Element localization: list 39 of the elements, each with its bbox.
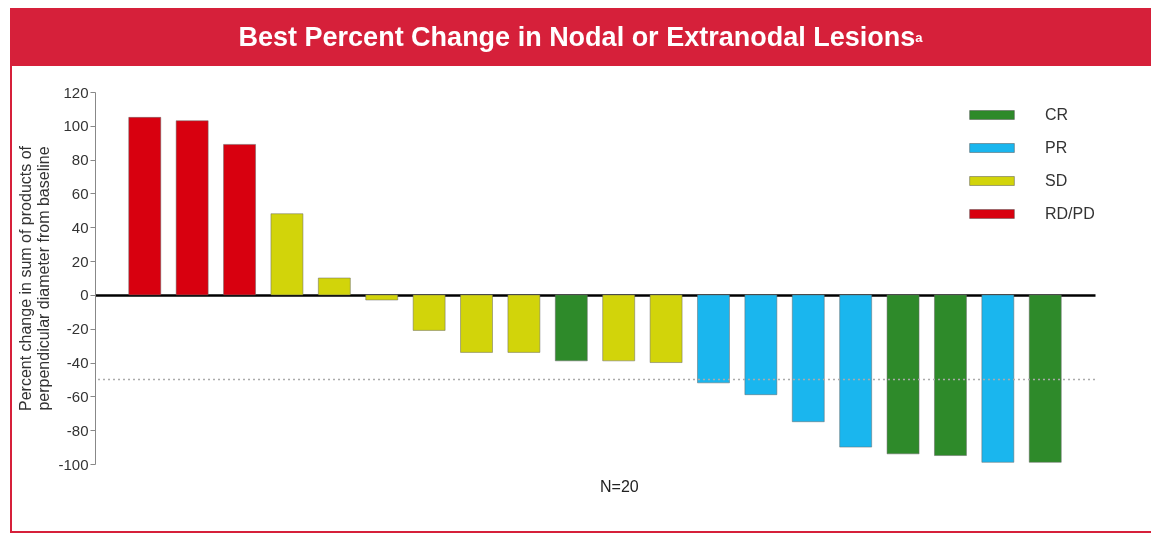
y-tick-label: 20 — [71, 252, 89, 270]
chart-title: Best Percent Change in Nodal or Extranodal Lesions$^{a}$ — [10, 8, 1151, 66]
y-tick-label: 60 — [71, 184, 89, 202]
bar — [412, 294, 446, 331]
bar — [128, 117, 162, 296]
bar — [934, 294, 967, 456]
y-tick-label: -40 — [66, 354, 89, 372]
bar — [744, 294, 778, 395]
bar — [318, 277, 351, 296]
bar — [175, 120, 209, 296]
text: N=20 — [600, 478, 639, 496]
bar — [1028, 294, 1062, 463]
y-tick-label: 40 — [71, 218, 89, 236]
bar — [886, 294, 920, 455]
y-tick-label: -80 — [66, 421, 89, 439]
y-tick-label: 80 — [71, 151, 89, 169]
bar — [507, 294, 541, 353]
legend-label: PR — [1045, 139, 1068, 156]
legend-label: CR — [1045, 106, 1069, 123]
y-tick-label: 0 — [80, 286, 89, 304]
y-axis-title: Percent change in sum of products of perpendicular diameter from baseline — [17, 145, 53, 412]
bar — [365, 294, 398, 301]
y-tick-label: 120 — [63, 83, 89, 101]
bar — [981, 294, 1015, 463]
bar — [460, 294, 493, 353]
legend-label: SD — [1045, 172, 1068, 189]
legend-label: RD/PD — [1045, 205, 1095, 222]
y-tick-label: -60 — [66, 387, 89, 405]
y-tick-label: 100 — [63, 117, 89, 135]
bar — [649, 294, 683, 363]
bar — [602, 294, 635, 362]
bar — [697, 294, 730, 384]
bar — [839, 294, 872, 448]
y-tick-label: -20 — [66, 320, 89, 338]
bar — [792, 294, 825, 422]
bar — [223, 144, 256, 296]
bar — [555, 294, 588, 362]
y-tick-label: -100 — [58, 455, 89, 473]
bar — [270, 213, 304, 296]
